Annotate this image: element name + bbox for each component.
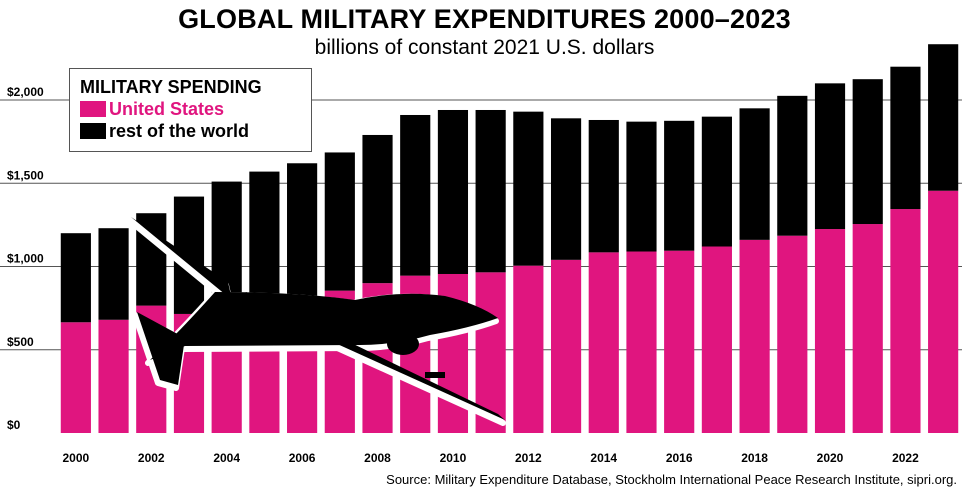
y-tick-label: $1,500 bbox=[7, 168, 44, 182]
bar-us-2022 bbox=[890, 209, 921, 433]
bar-rest-2021 bbox=[852, 79, 883, 225]
legend-item-rest: rest of the world bbox=[80, 120, 301, 142]
source-note: Source: Military Expenditure Database, S… bbox=[386, 472, 957, 487]
x-tick-label: 2002 bbox=[138, 451, 165, 465]
axes: $0 $500 $1,000 $1,500 $2,000 2000 2002 2004 2006… bbox=[7, 85, 919, 465]
bar-rest-2013 bbox=[550, 118, 582, 260]
chart-title: GLOBAL MILITARY EXPENDITURES 2000–2023 bbox=[178, 4, 791, 34]
x-tick-label: 2012 bbox=[515, 451, 542, 465]
bar-rest-2000 bbox=[60, 233, 91, 323]
x-tick-label: 2006 bbox=[289, 451, 316, 465]
bar-us-2001 bbox=[98, 319, 129, 433]
legend-label-us: United States bbox=[109, 99, 225, 119]
bars bbox=[60, 44, 959, 433]
bar-us-2012 bbox=[513, 265, 544, 433]
y-tick-label: $2,000 bbox=[7, 85, 44, 99]
x-tick-label: 2014 bbox=[590, 451, 617, 465]
bar-us-2019 bbox=[777, 235, 808, 433]
bar-rest-2010 bbox=[437, 109, 469, 274]
bar-rest-2006 bbox=[287, 163, 318, 299]
bar-us-2023 bbox=[928, 190, 959, 433]
bar-rest-2017 bbox=[701, 116, 732, 247]
legend-label-rest: rest of the world bbox=[109, 121, 250, 141]
legend: MILITARY SPENDING United States rest of … bbox=[69, 68, 312, 152]
y-tick-label: $500 bbox=[7, 335, 34, 349]
legend-swatch-us bbox=[80, 101, 106, 117]
bar-us-2021 bbox=[852, 224, 883, 433]
chart-subtitle: billions of constant 2021 U.S. dollars bbox=[314, 36, 655, 59]
bar-rest-2018 bbox=[739, 108, 770, 240]
x-tick-label: 2020 bbox=[817, 451, 844, 465]
bar-rest-2023 bbox=[928, 44, 959, 191]
x-tick-label: 2018 bbox=[741, 451, 768, 465]
x-tick-label: 2000 bbox=[63, 451, 90, 465]
x-tick-label: 2010 bbox=[440, 451, 467, 465]
bar-us-2015 bbox=[626, 251, 657, 433]
bar-rest-2007 bbox=[324, 152, 355, 291]
drone-silhouette bbox=[126, 217, 506, 426]
bar-us-2014 bbox=[588, 252, 619, 433]
bar-rest-2020 bbox=[814, 83, 846, 230]
bar-us-2013 bbox=[550, 259, 582, 433]
bar-rest-2005 bbox=[249, 171, 280, 307]
bar-us-2018 bbox=[739, 239, 770, 433]
x-tick-label: 2022 bbox=[892, 451, 919, 465]
bar-us-2000 bbox=[60, 322, 91, 433]
legend-item-us: United States bbox=[80, 98, 301, 120]
bar-rest-2012 bbox=[513, 111, 544, 266]
legend-title: MILITARY SPENDING bbox=[80, 77, 262, 97]
bar-rest-2008 bbox=[362, 134, 393, 284]
x-tick-label: 2004 bbox=[213, 451, 240, 465]
bar-us-2017 bbox=[701, 246, 732, 433]
x-tick-label: 2016 bbox=[666, 451, 693, 465]
bar-rest-2016 bbox=[664, 120, 695, 251]
bar-rest-2014 bbox=[588, 119, 619, 253]
bar-rest-2022 bbox=[890, 66, 921, 210]
legend-swatch-rest bbox=[80, 123, 106, 139]
bar-rest-2011 bbox=[475, 109, 506, 273]
x-tick-label: 2008 bbox=[364, 451, 391, 465]
bar-rest-2009 bbox=[400, 114, 431, 276]
y-tick-label: $1,000 bbox=[7, 252, 44, 266]
bar-us-2016 bbox=[664, 250, 695, 433]
bar-rest-2001 bbox=[98, 228, 129, 320]
bar-rest-2019 bbox=[777, 95, 808, 236]
y-tick-label: $0 bbox=[7, 418, 21, 432]
bar-rest-2015 bbox=[626, 121, 657, 252]
bar-us-2020 bbox=[814, 229, 846, 433]
